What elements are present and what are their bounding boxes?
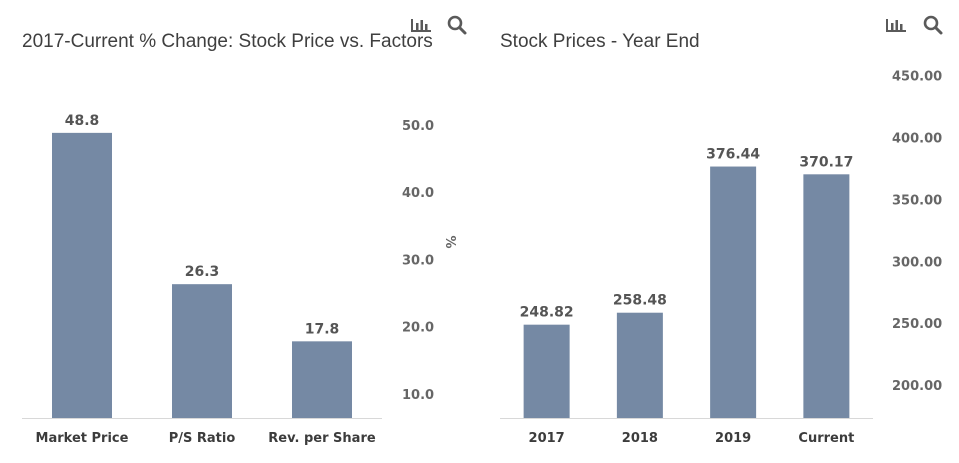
- bar: [172, 284, 232, 418]
- data-label: 48.8: [65, 113, 100, 129]
- data-label: 26.3: [185, 264, 220, 280]
- x-tick-label: Current: [798, 431, 854, 446]
- bar: [523, 324, 570, 418]
- bar: [803, 174, 850, 418]
- data-label: 370.17: [799, 154, 853, 170]
- chart-title: Stock Prices - Year End: [500, 31, 700, 52]
- y-tick-label: 30.0: [402, 253, 434, 268]
- y-tick-label: 300.00: [892, 255, 942, 270]
- y-tick-label: 400.00: [892, 131, 942, 146]
- x-tick-label: P/S Ratio: [169, 431, 236, 446]
- y-tick-label: 250.00: [892, 317, 942, 332]
- chart-panel-left: 2017-Current % Change: Stock Price vs. F…: [0, 0, 470, 463]
- bar-chart-icon[interactable]: [408, 12, 434, 38]
- y-tick-label: 450.00: [892, 69, 942, 84]
- bar: [292, 341, 352, 418]
- y-tick-label: 50.0: [402, 119, 434, 134]
- search-icon[interactable]: [920, 12, 946, 38]
- data-label: 258.48: [613, 293, 667, 309]
- y-tick-label: 200.00: [892, 379, 942, 394]
- bar: [616, 312, 663, 418]
- x-tick-label: 2019: [715, 431, 751, 446]
- x-tick-label: Market Price: [36, 431, 129, 446]
- chart-panel-right: Stock Prices - Year End 248.82 2017 258.48…: [475, 0, 959, 463]
- y-tick-label: 10.0: [402, 388, 434, 403]
- data-label: 17.8: [305, 321, 340, 337]
- bar-chart: 48.8 Market Price 26.3 P/S Ratio 17.8 Rev. pe…: [22, 113, 457, 446]
- data-label: 376.44: [706, 147, 760, 163]
- x-tick-label: 2018: [622, 431, 658, 446]
- bar: [52, 132, 112, 418]
- chart-title: 2017-Current % Change: Stock Price vs. F…: [22, 31, 433, 52]
- data-label: 248.82: [520, 305, 574, 321]
- x-tick-label: 2017: [529, 431, 565, 446]
- y-tick-label: 350.00: [892, 193, 942, 208]
- bar-chart: 248.82 2017 258.48 2018 376.44 2019 370.17 Curr…: [500, 69, 942, 446]
- x-tick-label: Rev. per Share: [268, 431, 376, 446]
- search-icon[interactable]: [444, 12, 470, 38]
- y-tick-label: 20.0: [402, 321, 434, 336]
- y-tick-label: 40.0: [402, 186, 434, 201]
- bar: [710, 166, 757, 418]
- y-axis-label: %: [442, 235, 457, 248]
- bar-chart-icon[interactable]: [883, 12, 909, 38]
